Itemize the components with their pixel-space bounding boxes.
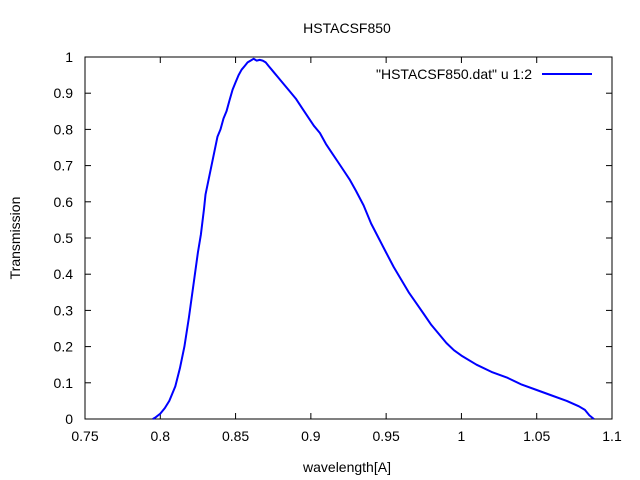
x-tick-label: 1.05 bbox=[523, 428, 550, 444]
y-tick-label: 1 bbox=[65, 49, 73, 65]
series-line bbox=[152, 57, 595, 420]
y-axis: 0 0.1 0.2 0.3 0.4 0.5 0.6 0.7 0.8 0.9 1 bbox=[54, 49, 612, 427]
y-axis-label: Transmission bbox=[7, 197, 23, 280]
y-tick-label: 0.1 bbox=[54, 375, 74, 391]
y-tick-label: 0.8 bbox=[54, 121, 74, 137]
x-tick-label: 1.1 bbox=[602, 428, 622, 444]
y-tick-label: 0.7 bbox=[54, 158, 74, 174]
y-tick-label: 0 bbox=[65, 411, 73, 427]
x-tick-label: 0.75 bbox=[71, 428, 98, 444]
x-axis: 0.75 0.8 0.85 0.9 0.95 1 1.05 1.1 bbox=[71, 57, 622, 444]
y-tick-label: 0.6 bbox=[54, 194, 74, 210]
x-tick-label: 0.8 bbox=[151, 428, 171, 444]
y-tick-label: 0.2 bbox=[54, 339, 74, 355]
x-tick-label: 1 bbox=[458, 428, 466, 444]
y-tick-label: 0.5 bbox=[54, 230, 74, 246]
x-tick-label: 0.85 bbox=[222, 428, 249, 444]
y-tick-label: 0.4 bbox=[54, 266, 74, 282]
x-axis-label: wavelength[A] bbox=[302, 459, 391, 475]
x-tick-label: 0.9 bbox=[301, 428, 321, 444]
legend: "HSTACSF850.dat" u 1:2 bbox=[376, 66, 592, 82]
y-tick-label: 0.9 bbox=[54, 85, 74, 101]
x-tick-label: 0.95 bbox=[373, 428, 400, 444]
legend-label: "HSTACSF850.dat" u 1:2 bbox=[376, 66, 532, 82]
y-tick-label: 0.3 bbox=[54, 302, 74, 318]
chart-title: HSTACSF850 bbox=[303, 20, 391, 36]
series-layer bbox=[152, 57, 595, 420]
